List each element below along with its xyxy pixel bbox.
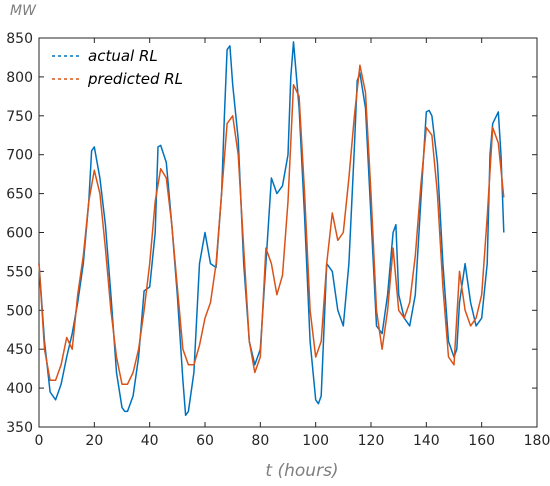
x-tick-label: 180: [524, 433, 550, 449]
x-tick-label: 120: [358, 433, 385, 449]
y-tick-label: 600: [6, 226, 33, 242]
legend: actual RL predicted RL: [52, 47, 183, 88]
y-tick-label: 650: [6, 187, 33, 203]
y-tick-label: 750: [6, 109, 33, 125]
x-tick-label: 20: [85, 433, 103, 449]
x-tick-label: 40: [141, 433, 159, 449]
x-tick-label: 100: [302, 433, 329, 449]
y-tick-label: 550: [6, 264, 33, 280]
x-tick-label: 60: [196, 433, 214, 449]
y-axis-label: MW: [10, 3, 37, 19]
plot-frame: [38, 37, 538, 428]
series-line-1: [38, 41, 505, 417]
legend-label-2: predicted RL: [87, 70, 183, 88]
axes: 0 20 40 60 80 100 120 140 160 180 350 400 450 500 550 6…: [6, 31, 550, 449]
series-line-2: [38, 64, 505, 385]
y-tick-label: 500: [6, 303, 33, 319]
y-tick-label: 450: [6, 342, 33, 358]
x-tick-label: 140: [413, 433, 440, 449]
legend-label-1: actual RL: [88, 47, 158, 65]
y-tick-label: 350: [6, 420, 33, 436]
x-axis-label: t (hours): [265, 461, 338, 481]
y-tick-label: 700: [6, 148, 33, 164]
x-tick-label: 80: [251, 433, 269, 449]
y-tick-label: 850: [6, 31, 33, 47]
y-tick-label: 800: [6, 70, 33, 86]
y-tick-label: 400: [6, 381, 33, 397]
series-layer: [38, 41, 505, 417]
x-tick-label: 160: [468, 433, 495, 449]
x-tick-label: 0: [35, 433, 44, 449]
